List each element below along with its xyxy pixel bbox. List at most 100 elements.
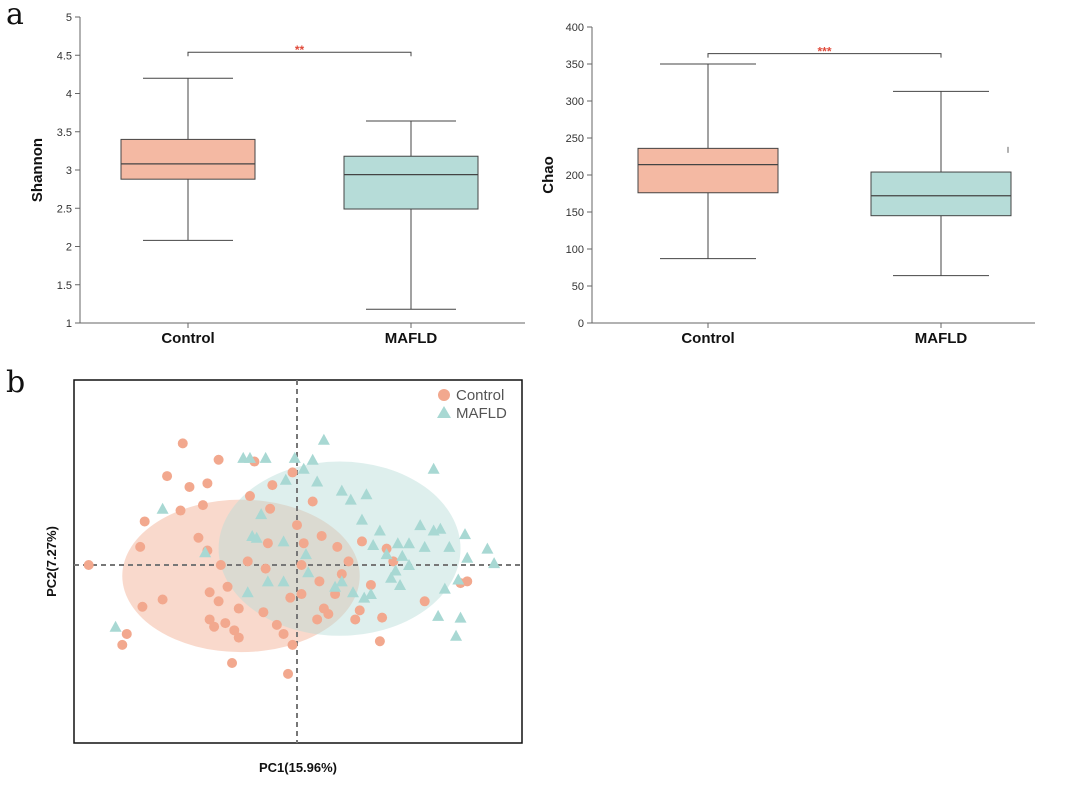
data-point-control [184,481,195,492]
data-point-control [213,454,224,465]
data-point-mafld [459,528,471,540]
data-point-control [332,541,343,552]
x-category-label: Control [161,330,214,347]
data-point-control [244,491,255,502]
legend-marker-mafld [437,406,451,418]
data-point-control [298,538,309,549]
box-mafld [870,171,1012,217]
data-point-mafld [391,537,404,549]
data-point-mafld [317,433,330,445]
y-tick-label: 0 [578,318,584,330]
y-tick-label: 4 [66,89,72,101]
data-point-control [377,612,388,623]
data-point-control [316,530,327,541]
data-point-mafld [297,462,310,474]
data-point-control [267,480,278,491]
data-point-mafld [450,629,463,641]
y-tick-label: 4.5 [57,50,72,62]
y-tick-label: 3.5 [57,127,72,139]
x-category-label: MAFLD [915,330,968,347]
data-point-control [193,532,204,543]
y-tick-label: 2.5 [57,203,72,215]
legend-label-control: Control [456,387,504,404]
data-point-mafld [277,575,290,587]
data-point-mafld [461,551,474,563]
data-point-control [258,607,269,618]
data-point-control [278,628,289,639]
data-point-mafld [418,540,431,552]
data-point-control [177,438,188,449]
data-point-control [287,467,298,478]
data-point-mafld [299,548,312,560]
data-point-mafld [277,535,290,547]
data-point-control [117,639,128,650]
data-point-control [139,516,150,527]
data-point-mafld [452,573,465,585]
y-tick-label: 300 [566,96,584,108]
significance-label: ** [295,43,305,57]
data-point-control [233,632,244,643]
y-tick-label: 400 [566,22,584,34]
y-tick-label: 5 [66,12,72,24]
data-point-control [296,589,307,600]
data-point-control [202,478,213,489]
data-point-control [162,471,173,482]
data-point-mafld [367,539,380,551]
x-axis-label: PC1(15.96%) [259,760,337,775]
data-point-control [229,625,240,636]
data-point-mafld [355,513,368,525]
y-tick-label: 200 [566,170,584,182]
data-point-control [283,668,294,679]
box-control [120,138,256,180]
y-tick-label: 350 [566,59,584,71]
data-point-mafld [199,546,212,558]
data-point-control [296,560,307,570]
data-point-control [350,614,361,625]
data-point-control [197,500,208,511]
data-point-mafld [454,611,467,623]
data-point-mafld [414,519,427,531]
data-point-mafld [279,473,292,485]
data-point-control [175,505,186,516]
data-point-mafld [403,537,415,549]
panel-label-b: b [6,365,25,400]
data-point-mafld [259,451,272,463]
y-tick-label: 1 [66,318,72,330]
data-point-mafld [427,462,440,474]
data-point-mafld [438,582,451,594]
data-point-mafld [373,524,386,536]
data-point-mafld [396,549,409,561]
data-point-mafld [329,580,342,592]
x-category-label: Control [681,330,734,347]
data-point-mafld [306,453,319,465]
data-point-mafld [243,451,256,463]
data-point-control [343,556,354,567]
data-point-control [215,560,226,570]
confidence-ellipse-control [122,499,360,653]
significance-label: *** [817,45,831,59]
data-point-control [312,614,323,625]
data-point-mafld [380,548,393,560]
data-point-control [365,579,376,590]
data-point-mafld [335,575,348,587]
y-tick-label: 250 [566,133,584,145]
data-point-control [287,639,298,650]
data-point-control [260,563,271,574]
data-point-mafld [403,559,415,570]
data-point-control [204,587,215,598]
panel-label-a: a [6,0,24,32]
data-point-mafld [347,586,359,598]
y-tick-label: 3 [66,165,72,177]
legend-marker-control [438,389,450,401]
data-point-mafld [302,566,315,578]
legend-label-mafld: MAFLD [456,405,507,422]
data-point-control [307,496,318,507]
box-mafld [343,155,479,210]
data-point-mafld [443,540,456,552]
data-point-mafld [344,493,357,505]
data-point-control [336,569,347,580]
data-point-mafld [241,586,254,598]
data-point-mafld [432,609,445,621]
data-point-mafld [488,557,501,569]
